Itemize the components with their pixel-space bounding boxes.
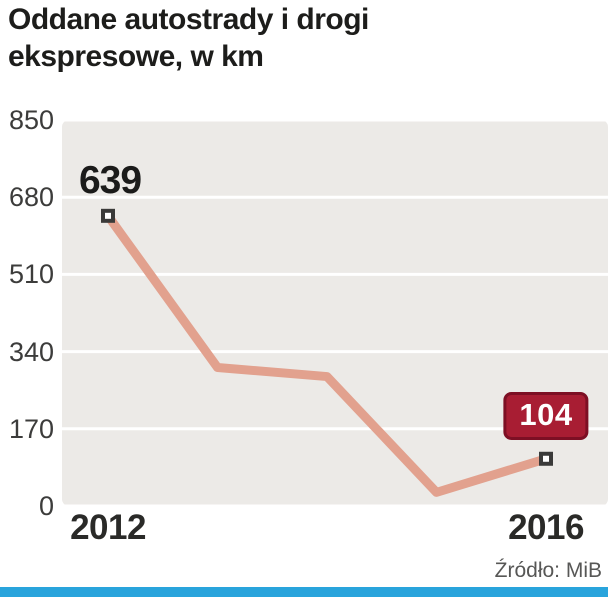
value-badge-2016: 104 [503, 391, 589, 440]
source-note: Źródło: MiB [494, 559, 602, 582]
x-axis-label-2012: 2012 [70, 508, 146, 547]
y-tick-label: 170 [8, 413, 54, 444]
value-label-2012: 639 [78, 158, 142, 202]
line-chart-svg [62, 118, 608, 508]
x-axis-label-2016: 2016 [508, 508, 584, 547]
y-tick-label: 340 [8, 336, 54, 367]
y-tick-label: 680 [8, 182, 54, 213]
y-tick-label: 850 [8, 105, 54, 135]
chart-title-line2: ekspresowe, w km [8, 39, 264, 73]
y-tick-label: 0 [38, 491, 54, 521]
chart-title-line1: Oddane autostrady i drogi [8, 3, 369, 36]
plot-area: 639 104 [62, 118, 608, 508]
y-axis: 850 680 510 340 170 0 [0, 105, 56, 521]
y-tick-label: 510 [8, 259, 54, 290]
bottom-accent-bar [0, 587, 608, 597]
chart-title: Oddane autostrady i drogi ekspresowe, w … [8, 2, 369, 76]
